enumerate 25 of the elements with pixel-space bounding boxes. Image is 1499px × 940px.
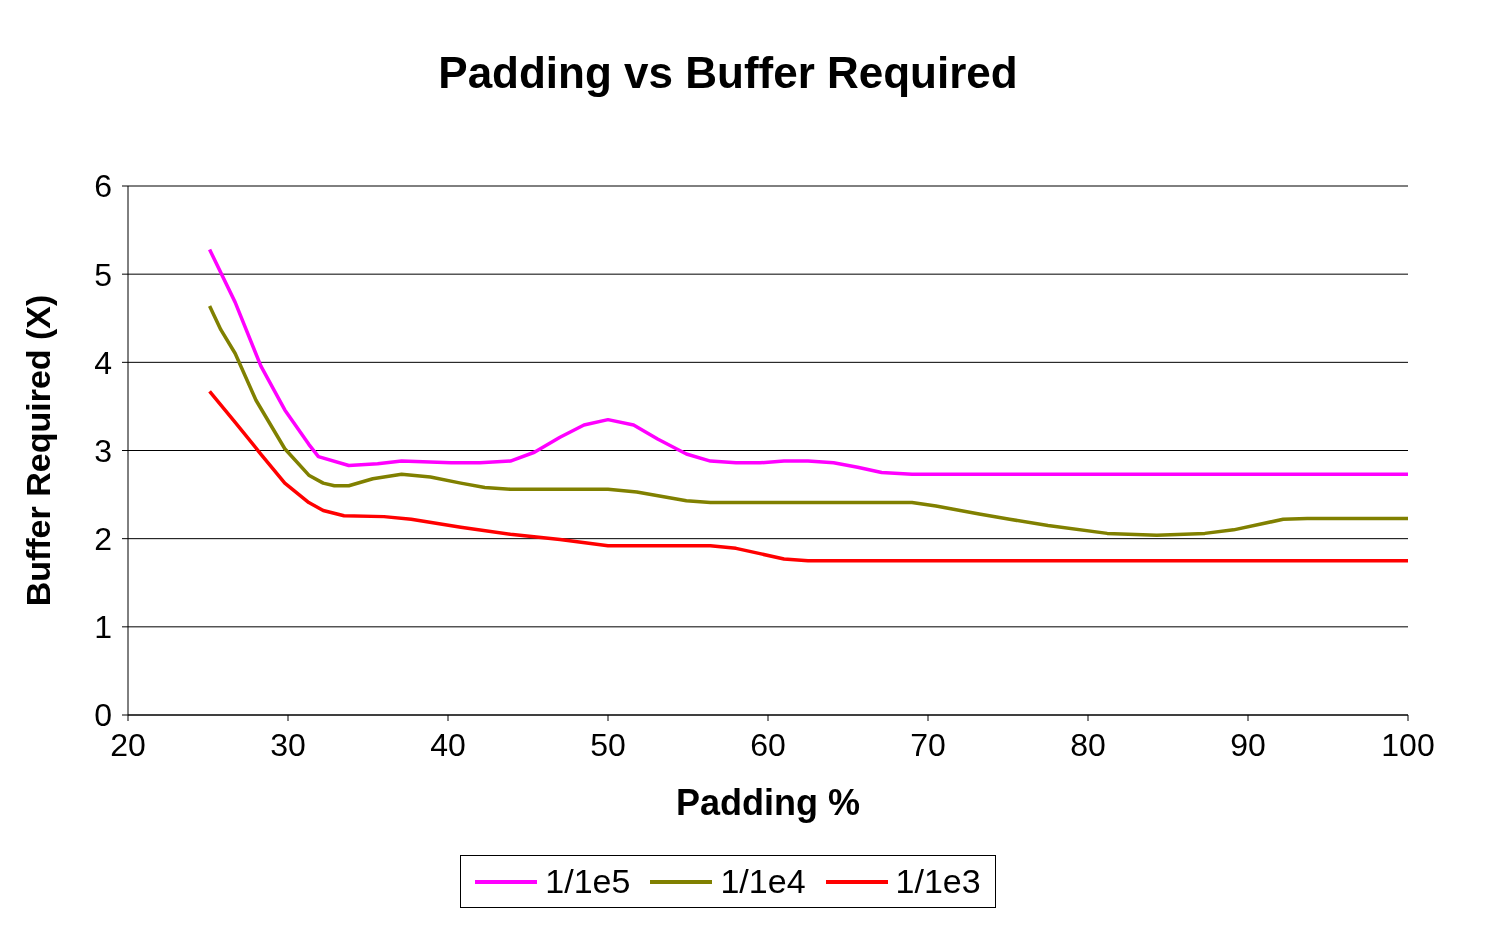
line-series [207, 304, 1408, 537]
legend-label: 1/1e3 [895, 862, 981, 901]
y-tick-label: 0 [94, 697, 112, 734]
x-tick-label: 100 [1381, 726, 1435, 763]
x-tick-label: 60 [750, 726, 786, 763]
legend-label: 1/1e5 [545, 862, 631, 901]
y-axis-title: Buffer Required (X) [19, 294, 58, 607]
y-tick-label: 6 [94, 168, 112, 205]
x-tick-label: 70 [910, 726, 946, 763]
line-series [207, 389, 1408, 563]
y-tick-label: 4 [94, 344, 112, 381]
y-tick-label: 1 [94, 609, 112, 646]
x-tick-label: 30 [270, 726, 306, 763]
line-series [207, 247, 1408, 477]
legend-label: 1/1e4 [720, 862, 806, 901]
y-tick-label: 3 [94, 432, 112, 469]
x-tick-label: 90 [1230, 726, 1266, 763]
chart-title: Padding vs Buffer Required [437, 48, 1019, 98]
x-tick-label: 40 [430, 726, 466, 763]
x-tick-label: 20 [110, 726, 146, 763]
x-tick-label: 50 [590, 726, 626, 763]
x-tick-label: 80 [1070, 726, 1106, 763]
y-tick-label: 2 [94, 521, 112, 558]
y-tick-label: 5 [94, 256, 112, 293]
x-axis-title: Padding % [675, 782, 861, 823]
